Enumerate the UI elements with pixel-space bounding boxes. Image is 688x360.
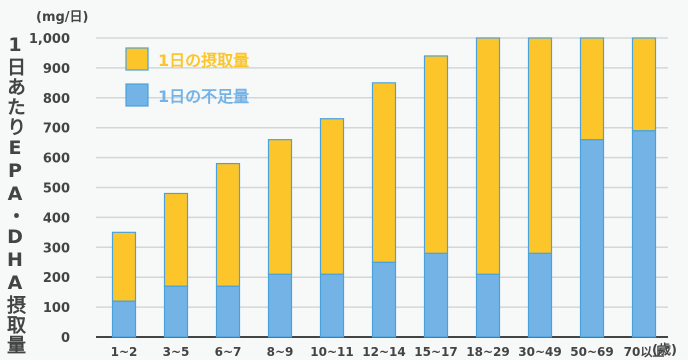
bar-segment — [423, 252, 449, 338]
bar-segment — [163, 192, 189, 287]
bar-segment — [579, 139, 605, 338]
bar-segment — [111, 231, 137, 302]
x-tick-label: 15~17 — [414, 345, 457, 359]
bar-segment — [267, 139, 293, 275]
x-tick-label: 12~14 — [362, 345, 405, 359]
x-tick-label: 6~7 — [215, 345, 242, 359]
x-unit-label: (歳) — [652, 343, 677, 358]
bar-segment — [475, 273, 501, 338]
legend-swatch — [125, 83, 149, 107]
bar-segment — [423, 55, 449, 254]
legend-label: 1日の摂取量 — [158, 51, 249, 70]
y-unit-label: (mg/日) — [36, 10, 89, 25]
y-tick-label: 0 — [61, 331, 70, 346]
bar-segment — [579, 37, 605, 141]
x-tick-label: 18~29 — [466, 345, 509, 359]
y-tick-label: 600 — [43, 152, 70, 167]
bar-segment — [163, 285, 189, 338]
bar-segment — [527, 37, 553, 254]
x-tick-label: 70以上 — [624, 344, 665, 359]
y-tick-label: 300 — [43, 241, 70, 256]
bar-segment — [319, 273, 345, 338]
x-tick-label: 3~5 — [163, 345, 190, 359]
x-tick-label: 8~9 — [267, 345, 294, 359]
bar-segment — [111, 300, 137, 338]
bar-segment — [631, 37, 657, 132]
y-axis-title: 1日あたりEPA・DHA摂取量 — [4, 34, 26, 355]
bar-segment — [527, 252, 553, 338]
x-tick-label: 10~11 — [310, 345, 353, 359]
bar-segment — [475, 37, 501, 275]
y-tick-label: 900 — [43, 62, 70, 77]
y-tick-label: 800 — [43, 92, 70, 107]
legend-label: 1日の不足量 — [158, 87, 249, 106]
bar-segment — [371, 261, 397, 338]
x-tick-label: 1~2 — [111, 345, 138, 359]
bar-segment — [267, 273, 293, 338]
y-tick-label: 100 — [43, 301, 70, 316]
y-tick-label: 1,000 — [29, 32, 70, 47]
bar-segment — [371, 82, 397, 263]
bar-segment — [631, 130, 657, 338]
bar-segment — [215, 162, 241, 287]
bar-segment — [319, 118, 345, 275]
y-tick-label: 200 — [43, 271, 70, 286]
x-tick-label: 50~69 — [570, 345, 613, 359]
y-tick-label: 500 — [43, 182, 70, 197]
x-tick-label: 30~49 — [518, 345, 561, 359]
y-tick-label: 700 — [43, 122, 70, 137]
y-tick-label: 400 — [43, 211, 70, 226]
bar-segment — [215, 285, 241, 338]
legend-swatch — [125, 47, 149, 71]
